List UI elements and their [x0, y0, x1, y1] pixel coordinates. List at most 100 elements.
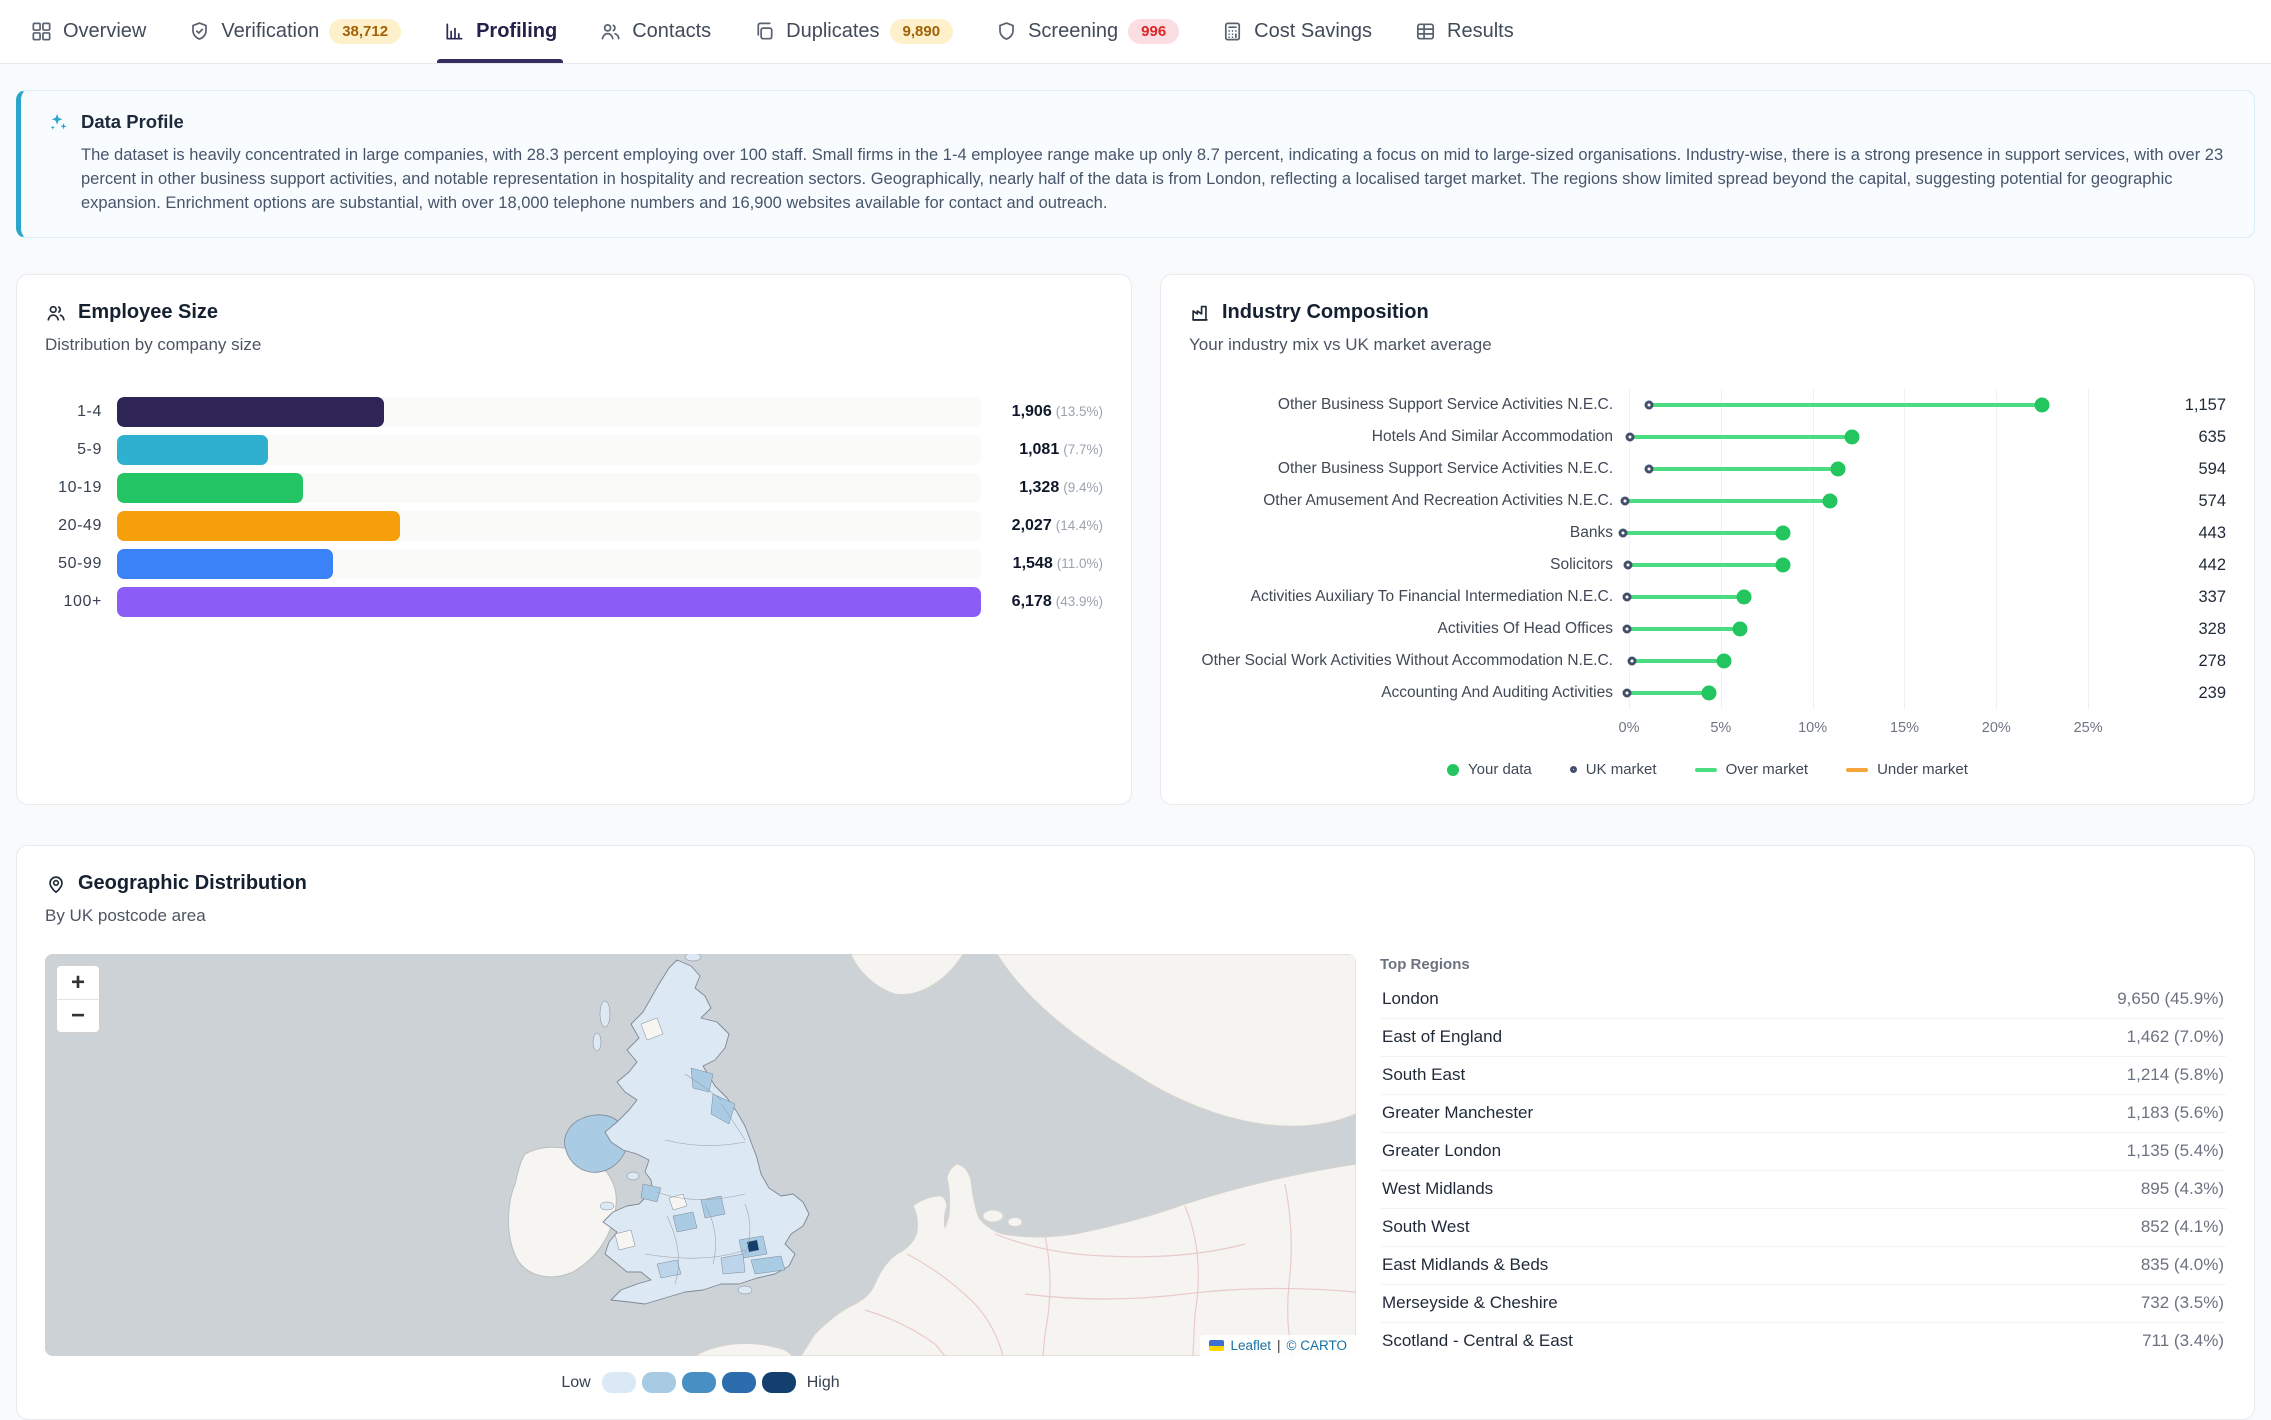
filled-dot-icon	[1447, 763, 1460, 776]
industry-composition-card: Industry Composition Your industry mix v…	[1160, 274, 2255, 805]
industry-label: Activities Auxiliary To Financial Interm…	[1250, 588, 1613, 605]
bar-track[interactable]	[117, 397, 981, 427]
industry-label: Other Business Support Service Activitie…	[1277, 396, 1613, 413]
employee-size-bar-row: 20-49 2,027 (14.4%)	[45, 511, 1103, 541]
industry-value: 442	[2198, 555, 2226, 574]
region-row[interactable]: London 9,650 (45.9%)	[1380, 981, 2226, 1019]
leaflet-link[interactable]: Leaflet	[1230, 1338, 1272, 1353]
nav-tab[interactable]: Results	[1414, 0, 1514, 63]
nav-tab[interactable]: Overview	[30, 0, 146, 63]
industry-value: 635	[2198, 427, 2226, 446]
legend-your-data: Your data	[1447, 761, 1532, 778]
uk-market-dot	[1625, 432, 1635, 442]
nav-tab[interactable]: Cost Savings	[1221, 0, 1372, 63]
legend-swatch	[721, 1372, 756, 1393]
industry-plot[interactable]	[1621, 581, 2126, 613]
postcode-borders	[644, 1073, 751, 1285]
industry-row: Other Amusement And Recreation Activitie…	[1189, 485, 2226, 517]
bar-value: 2,027 (14.4%)	[1011, 517, 1103, 534]
sweden	[996, 954, 1356, 1127]
employee-size-bar-chart: 1-4 1,906 (13.5%) 5-9 1,081 (7.7%) 10-19	[45, 397, 1103, 617]
industry-plot[interactable]	[1621, 421, 2126, 453]
region-row[interactable]: Scotland - Central & East 711 (3.4%)	[1380, 1323, 2226, 1360]
bar-track[interactable]	[117, 511, 981, 541]
anglesey	[599, 1201, 615, 1211]
region-row[interactable]: West Midlands 895 (4.3%)	[1380, 1171, 2226, 1209]
nav-tab-icon	[995, 20, 1018, 43]
nav-tab[interactable]: Screening 996	[995, 0, 1180, 63]
top-regions-panel: Top Regions London 9,650 (45.9%) East of…	[1380, 954, 2226, 1393]
banner-body-text: The dataset is heavily concentrated in l…	[81, 146, 2224, 212]
industry-plot[interactable]	[1621, 645, 2126, 677]
bar-track[interactable]	[117, 587, 981, 617]
nav-tab-label: Screening	[1028, 20, 1119, 42]
your-data-dot	[1775, 525, 1791, 541]
industry-row: Solicitors 442	[1189, 549, 2226, 581]
region-row[interactable]: Merseyside & Cheshire 732 (3.5%)	[1380, 1285, 2226, 1323]
legend-swatch	[641, 1372, 676, 1393]
isle-of-wight	[737, 1285, 753, 1295]
nav-tab-icon	[599, 20, 622, 43]
nav-tab-label: Overview	[63, 20, 147, 42]
x-axis-tick: 20%	[1981, 720, 2011, 736]
danish-island	[1007, 1217, 1023, 1227]
industry-plot[interactable]	[1620, 485, 2126, 517]
top-regions-list: London 9,650 (45.9%) East of England 1,4…	[1380, 981, 2226, 1360]
industry-plot[interactable]	[1618, 517, 2126, 549]
industry-plot[interactable]	[1621, 613, 2126, 645]
region-row[interactable]: East of England 1,462 (7.0%)	[1380, 1019, 2226, 1057]
nav-tab[interactable]: Contacts	[599, 0, 711, 63]
your-data-dot	[2034, 397, 2050, 413]
employee-size-bar-row: 10-19 1,328 (9.4%)	[45, 473, 1103, 503]
bar-value: 1,328 (9.4%)	[1019, 479, 1103, 496]
region-row[interactable]: Greater London 1,135 (5.4%)	[1380, 1133, 2226, 1171]
nav-tab-badge: 9,890	[889, 19, 954, 44]
legend-high-label: High	[806, 1373, 840, 1391]
bar-value: 6,178 (43.9%)	[1011, 593, 1103, 610]
industry-value: 1,157	[2184, 395, 2226, 414]
region-row[interactable]: East Midlands & Beds 835 (4.0%)	[1380, 1247, 2226, 1285]
over-market-line	[1622, 531, 1783, 535]
industry-plot[interactable]	[1621, 677, 2126, 709]
industry-plot[interactable]	[1621, 453, 2126, 485]
nav-tab-icon	[753, 20, 776, 43]
your-data-dot	[1736, 589, 1752, 605]
bar-track[interactable]	[117, 473, 981, 503]
region-name: East Midlands & Beds	[1382, 1255, 1549, 1274]
over-market-line	[1628, 563, 1783, 567]
industry-title: Industry Composition	[1222, 301, 1429, 323]
region-name: Greater London	[1382, 1141, 1502, 1160]
industry-label: Solicitors	[1550, 556, 1613, 573]
nav-tab[interactable]: Duplicates 9,890	[753, 0, 954, 63]
region-value: 1,183 (5.6%)	[2126, 1103, 2224, 1122]
industry-plot[interactable]	[1621, 389, 2126, 421]
nav-tab[interactable]: Profiling	[437, 0, 564, 63]
nav-tab-label: Cost Savings	[1254, 20, 1373, 42]
bar-track[interactable]	[117, 549, 981, 579]
uk-choropleth-map[interactable]: + − Leaflet | © CARTO	[45, 954, 1356, 1356]
bar-track[interactable]	[117, 435, 981, 465]
geo-title: Geographic Distribution	[78, 872, 307, 894]
your-data-dot	[1830, 461, 1846, 477]
your-data-dot	[1822, 493, 1838, 509]
uk-market-dot	[1622, 624, 1631, 634]
industry-row: Other Business Support Service Activitie…	[1189, 389, 2226, 421]
industry-lollipop-chart: Other Business Support Service Activitie…	[1189, 389, 2226, 778]
industry-value: 574	[2198, 491, 2226, 510]
industry-label: Other Amusement And Recreation Activitie…	[1263, 492, 1613, 509]
zoom-in-button[interactable]: +	[57, 966, 99, 999]
region-name: South East	[1382, 1065, 1466, 1084]
carto-link[interactable]: © CARTO	[1286, 1338, 1347, 1353]
region-row[interactable]: South East 1,214 (5.8%)	[1380, 1057, 2226, 1095]
danish-island	[982, 1209, 1004, 1223]
continental-europe	[800, 1163, 1356, 1356]
industry-row: Activities Auxiliary To Financial Interm…	[1189, 581, 2226, 613]
region-row[interactable]: Greater Manchester 1,183 (5.6%)	[1380, 1095, 2226, 1133]
data-profile-banner: Data Profile The dataset is heavily conc…	[16, 90, 2255, 238]
zoom-out-button[interactable]: −	[57, 999, 99, 1032]
region-row[interactable]: South West 852 (4.1%)	[1380, 1209, 2226, 1247]
nav-tab[interactable]: Verification 38,712	[188, 0, 402, 63]
industry-value: 337	[2198, 587, 2226, 606]
industry-plot[interactable]	[1621, 549, 2126, 581]
over-market-line	[1626, 595, 1745, 599]
